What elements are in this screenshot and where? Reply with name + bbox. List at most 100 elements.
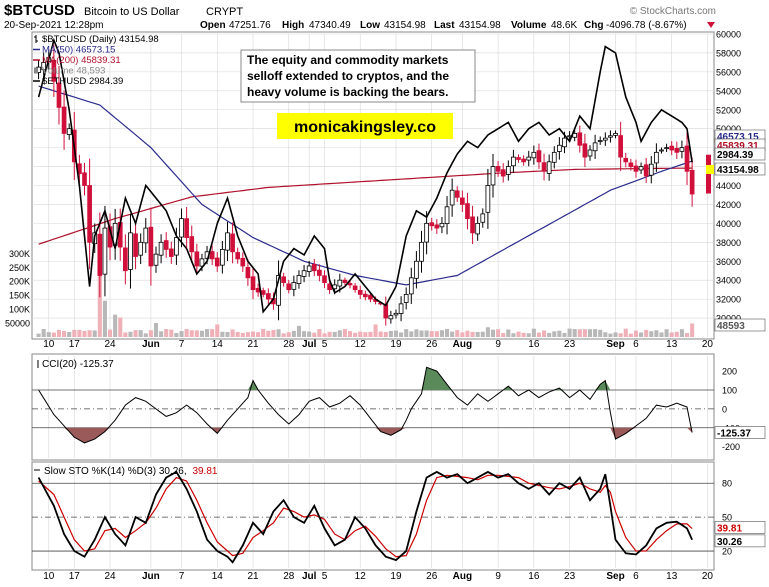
- volume-bar: [250, 331, 256, 337]
- candle-body: [240, 257, 246, 267]
- candle-body: [659, 149, 664, 152]
- date-axis-label: 14: [212, 339, 224, 350]
- sto-d-last-tag-box: [714, 521, 766, 534]
- candle-body: [674, 147, 680, 153]
- date-axis-label: Aug: [453, 339, 472, 350]
- volume-bar: [123, 332, 128, 337]
- candle-body: [398, 303, 404, 314]
- volume-bar: [424, 330, 429, 337]
- volume-bar: [480, 331, 485, 337]
- candle-body: [214, 257, 220, 267]
- candle-body: [541, 162, 547, 172]
- candle-body: [684, 145, 690, 172]
- sto-axis-label: 80: [722, 479, 732, 489]
- volume-bar: [199, 330, 204, 337]
- sto-panel-frame: [31, 461, 715, 571]
- cci-panel-frame: [31, 353, 715, 461]
- candle-body: [628, 162, 634, 167]
- volume-last-tag: 48593: [717, 321, 745, 332]
- volume-bar: [307, 331, 312, 337]
- candle-body: [449, 189, 455, 206]
- volume-bar: [399, 332, 404, 337]
- date-axis-label: 13: [666, 571, 678, 582]
- volume-bar: [644, 329, 649, 337]
- volume-bar: [501, 333, 506, 337]
- candle-body: [485, 185, 491, 213]
- volume-bar: [67, 332, 72, 337]
- candle-body: [613, 133, 618, 136]
- volume-bar: [215, 324, 220, 337]
- candle-body: [87, 185, 92, 243]
- volume-bar: [133, 330, 138, 337]
- volume-bar: [102, 300, 107, 337]
- candle-body: [82, 172, 87, 186]
- candle-body: [61, 106, 67, 134]
- candle-body: [393, 312, 399, 316]
- chart-date: 20-Sep-2021 12:28pm: [4, 20, 104, 31]
- sto-d-label: 39.81: [192, 466, 217, 477]
- volume-bar: [628, 333, 633, 337]
- sto-k-last-tag: 30.26: [717, 537, 742, 548]
- candle-body: [434, 224, 440, 229]
- candle-body: [470, 216, 475, 234]
- volume-bar: [542, 330, 547, 337]
- candle-body: [143, 227, 149, 244]
- date-axis-label: 17: [69, 571, 81, 582]
- volume-bar: [455, 330, 460, 337]
- candle-body: [587, 149, 593, 157]
- price-candles: [36, 44, 695, 326]
- volume-bar: [77, 329, 82, 337]
- date-axis-label: Sep: [606, 571, 624, 582]
- volume-bar: [475, 331, 480, 337]
- volume-bar: [547, 332, 552, 337]
- volume-axis-label: 300K: [9, 249, 30, 259]
- chart-exchange: CRYPT: [206, 6, 243, 18]
- sto-d-line: [38, 474, 693, 558]
- candle-body: [536, 150, 542, 163]
- down-arrow-icon: [707, 22, 715, 28]
- volume-bar: [113, 314, 118, 337]
- ma50-last-tag: 46573.15: [717, 132, 759, 143]
- candle-body: [444, 206, 450, 225]
- candle-body: [291, 282, 297, 290]
- candle-body: [679, 147, 685, 152]
- volume-bar: [291, 330, 296, 337]
- candle-body: [230, 233, 235, 253]
- volume-last-tag-box: [714, 318, 766, 332]
- volume-bar: [393, 330, 399, 337]
- chart-symbol: $BTCUSD: [4, 2, 75, 19]
- candle-body: [189, 236, 195, 253]
- date-axis-label: 24: [104, 571, 116, 582]
- date-axis-label: Jun: [142, 339, 160, 350]
- candle-body: [97, 233, 103, 276]
- date-axis-label: 28: [283, 339, 295, 350]
- candle-body: [608, 135, 613, 138]
- watermark-text: monicakingsley.co: [294, 119, 436, 136]
- volume-bar: [674, 331, 679, 337]
- candle-body: [557, 144, 562, 152]
- volume-bar: [639, 332, 644, 337]
- candle-body: [638, 166, 644, 171]
- date-axis-label: 19: [390, 339, 402, 350]
- volume-bar: [256, 332, 261, 337]
- date-axis-label: Sep: [606, 339, 624, 350]
- volume-bar: [618, 333, 623, 337]
- cci-title: CCI(20) -125.37: [37, 359, 114, 370]
- price-axis-label: 44000: [716, 181, 741, 191]
- price-axis-label: 52000: [716, 105, 741, 115]
- volume-bar: [373, 324, 378, 337]
- stochastic-indicator: [32, 470, 714, 564]
- volume-bar: [434, 331, 439, 337]
- candle-body: [363, 293, 368, 298]
- bar-icon: [34, 35, 38, 43]
- date-axis-label: 5: [322, 571, 328, 582]
- candle-body: [158, 241, 164, 256]
- candle-body: [602, 137, 608, 141]
- candle-body: [235, 252, 241, 260]
- volume-bar: [342, 329, 347, 337]
- volume-bar: [159, 331, 164, 337]
- sto-k-line: [37, 470, 693, 564]
- volume-bar: [649, 331, 654, 337]
